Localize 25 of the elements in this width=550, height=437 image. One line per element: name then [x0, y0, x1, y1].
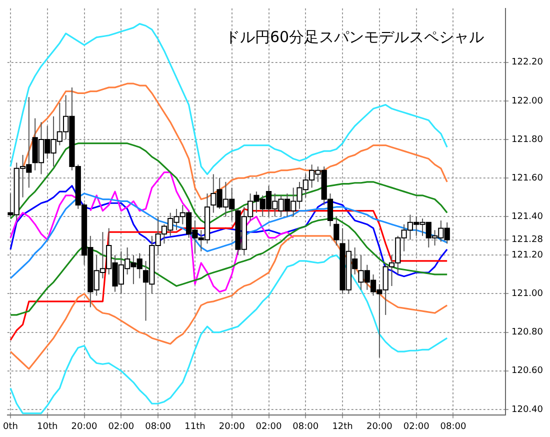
- x-tick-label: 20:00: [366, 422, 393, 432]
- x-tick-label: 02:00: [108, 422, 134, 432]
- x-tick-label: 08:00: [292, 422, 319, 432]
- x-tick-label: 20:00: [71, 422, 98, 432]
- y-tick-label: 121.80: [512, 134, 544, 145]
- y-tick-label: 120.60: [512, 366, 544, 376]
- y-tick-label: 121.40: [512, 212, 544, 222]
- x-tick-label: 08:00: [145, 422, 172, 432]
- x-tick-label: 11th: [184, 422, 206, 432]
- x-tick-label: 10th: [37, 422, 58, 432]
- x-tick-label: 08:00: [440, 422, 466, 432]
- x-tick-label: 02:00: [256, 422, 282, 432]
- y-tick-label: 121.28: [512, 235, 544, 246]
- y-tick-label: 121.00: [512, 289, 544, 300]
- x-tick-label: 20:00: [218, 422, 246, 432]
- y-tick-label: 120.80: [512, 328, 544, 338]
- y-tick-label: 121.20: [512, 250, 544, 261]
- y-tick-label: 121.60: [512, 173, 544, 184]
- x-tick-label: 02:00: [403, 422, 430, 432]
- y-tick-label: 122.00: [512, 96, 544, 106]
- y-tick-label: 122.20: [512, 58, 544, 68]
- y-tick-label: 120.40: [512, 404, 544, 415]
- text: ドル円60分足スパンモデルスペシャル: [225, 28, 484, 47]
- x-tick-label: 0th: [2, 422, 18, 432]
- x-tick-label: 12th: [332, 422, 353, 432]
